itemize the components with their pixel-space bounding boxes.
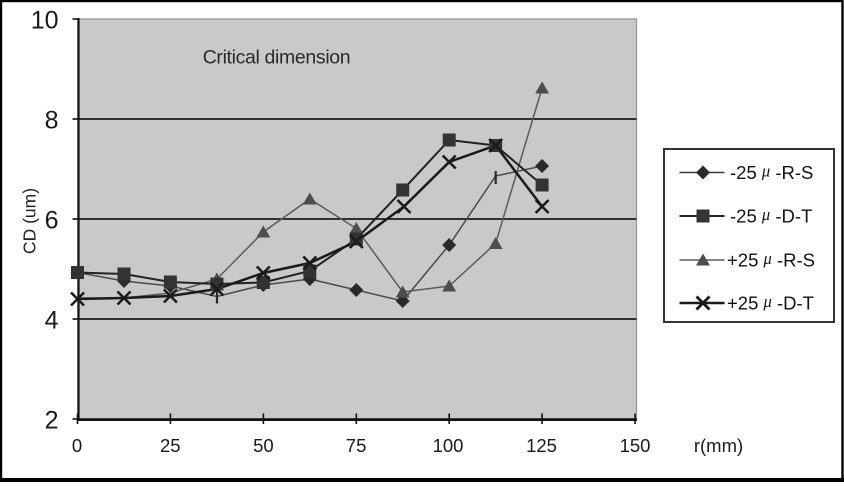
svg-text:100: 100 — [433, 435, 464, 456]
svg-text:6: 6 — [45, 207, 59, 235]
svg-text:75: 75 — [346, 435, 367, 456]
svg-text:-25 μ -D-T: -25 μ -D-T — [730, 205, 812, 227]
svg-text:50: 50 — [253, 435, 274, 456]
svg-text:0: 0 — [72, 435, 82, 456]
svg-text:r(mm): r(mm) — [694, 435, 743, 456]
svg-text:125: 125 — [526, 435, 557, 456]
svg-text:10: 10 — [31, 7, 59, 35]
svg-text:+25 μ -D-T: +25 μ -D-T — [727, 292, 814, 314]
svg-text:4: 4 — [45, 307, 59, 335]
svg-text:8: 8 — [45, 107, 59, 135]
svg-text:2: 2 — [45, 407, 59, 435]
svg-text:150: 150 — [620, 435, 651, 456]
svg-text:Critical dimension: Critical dimension — [203, 47, 351, 69]
svg-text:25: 25 — [160, 435, 181, 456]
svg-text:-25 μ -R-S: -25 μ -R-S — [730, 162, 813, 184]
svg-text:CD (um): CD (um) — [20, 188, 40, 254]
svg-text:+25 μ -R-S: +25 μ -R-S — [727, 249, 815, 271]
